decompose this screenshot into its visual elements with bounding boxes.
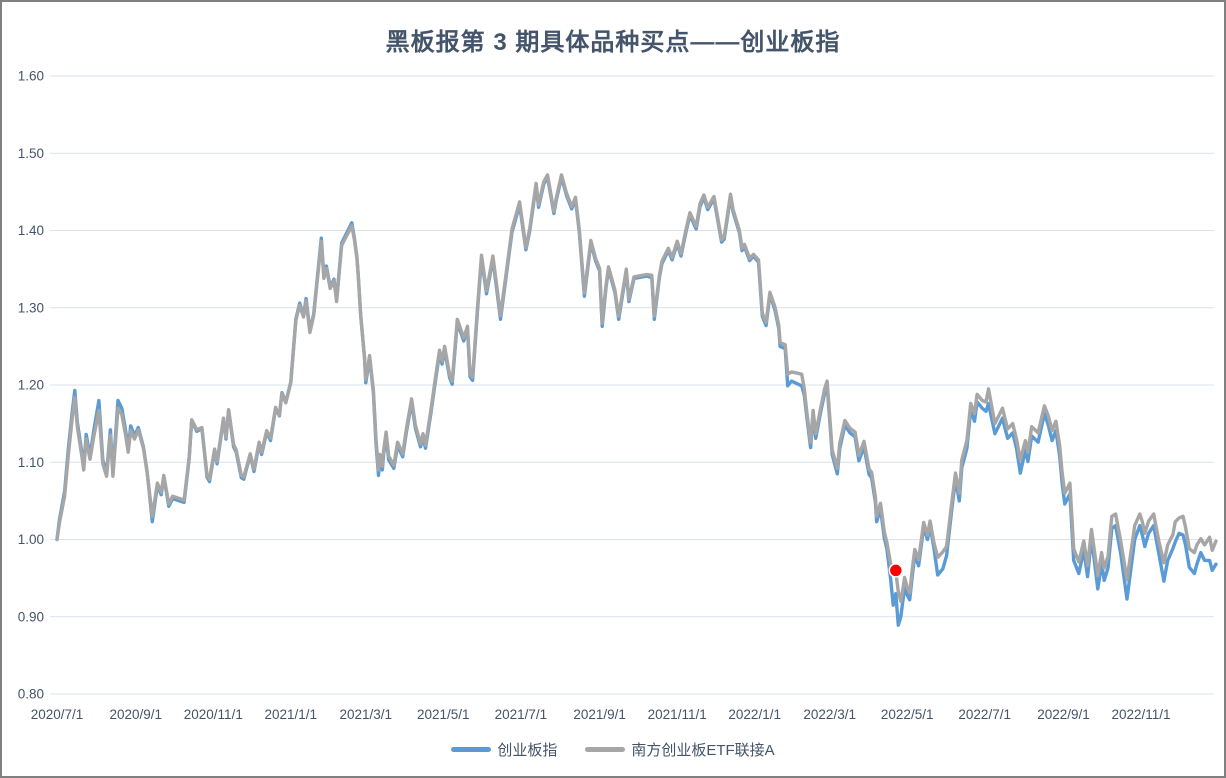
chart-legend: 创业板指 南方创业板ETF联接A [2,739,1224,760]
series-line-index [55,175,1218,627]
x-axis-tick-label: 2021/1/1 [265,707,318,722]
legend-label-index: 创业板指 [497,742,558,759]
buy-point-marker [888,563,904,578]
x-axis-tick-label: 2022/7/1 [958,707,1011,722]
x-axis-tick-label: 2020/9/1 [110,707,163,722]
y-axis-tick-label: 1.00 [18,532,44,547]
x-axis-tick-label: 2022/11/1 [1111,707,1170,722]
y-axis-tick-label: 1.30 [18,300,44,315]
y-axis-tick-label: 1.20 [18,378,44,393]
x-axis-tick-label: 2021/3/1 [340,707,393,722]
x-axis-tick-label: 2021/9/1 [573,707,626,722]
x-axis-tick-label: 2022/5/1 [881,707,934,722]
legend-swatch-etf [585,747,626,752]
y-axis-tick-label: 1.60 [18,69,44,84]
legend-item-etf: 南方创业板ETF联接A [585,739,775,760]
x-axis-tick-label: 2021/7/1 [495,707,548,722]
x-axis-tick-label: 2022/1/1 [728,707,781,722]
y-axis-tick-label: 1.40 [18,223,44,238]
x-axis-tick-label: 2021/5/1 [417,707,470,722]
y-axis-tick-label: 0.80 [18,687,44,702]
x-axis-tick-label: 2021/11/1 [648,707,707,722]
y-axis-tick-label: 0.90 [18,609,44,624]
legend-swatch-index [451,747,492,752]
series-line-etf [55,173,1218,603]
y-axis-tick-label: 1.50 [18,146,44,161]
x-axis-tick-label: 2022/9/1 [1037,707,1090,722]
x-axis-tick-label: 2022/3/1 [803,707,856,722]
chart-title: 黑板报第 3 期具体品种买点——创业板指 [385,29,841,56]
legend-label-etf: 南方创业板ETF联接A [631,742,775,759]
y-axis-tick-label: 1.10 [18,455,44,470]
x-axis-tick-label: 2020/11/1 [184,707,243,722]
legend-item-index: 创业板指 [451,739,557,760]
x-axis-tick-label: 2020/7/1 [31,707,84,722]
